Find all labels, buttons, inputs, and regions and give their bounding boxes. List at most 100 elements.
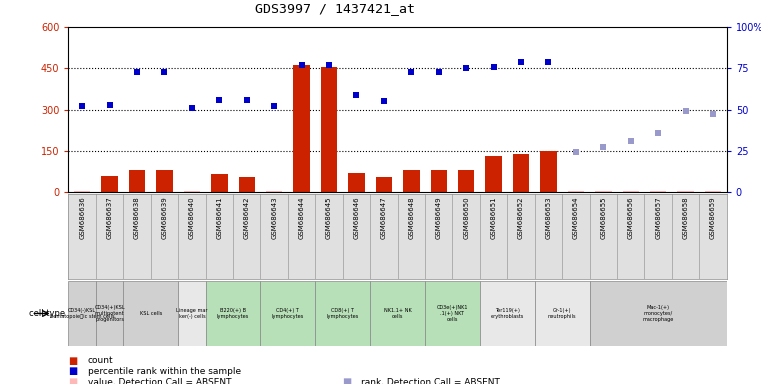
Bar [677, 190, 694, 192]
Text: GSM686653: GSM686653 [546, 197, 552, 239]
Bar [183, 190, 200, 192]
Text: GSM686655: GSM686655 [600, 197, 607, 239]
Text: GSM686657: GSM686657 [655, 197, 661, 239]
Bar [595, 190, 612, 192]
Bar [513, 154, 530, 192]
Text: GSM686650: GSM686650 [463, 197, 470, 239]
Bar [101, 175, 118, 192]
Point [295, 62, 307, 68]
Bar [238, 177, 255, 192]
Point [323, 62, 335, 68]
Text: GSM686640: GSM686640 [189, 197, 195, 239]
Point [652, 129, 664, 136]
Text: count: count [88, 356, 113, 365]
Text: ■: ■ [68, 356, 78, 366]
Bar [486, 156, 501, 192]
Bar [480, 281, 535, 346]
Text: CD34(-)KSL
hematopoie	ic stem cells: CD34(-)KSL hematopoie ic stem cells [50, 308, 114, 319]
Text: GSM686643: GSM686643 [271, 197, 277, 239]
Bar [431, 170, 447, 192]
Point [543, 59, 555, 65]
Text: CD8(+) T
lymphocytes: CD8(+) T lymphocytes [326, 308, 359, 319]
Point [268, 103, 280, 109]
Bar [129, 170, 145, 192]
Text: GSM686641: GSM686641 [216, 197, 222, 239]
Text: GSM686652: GSM686652 [518, 197, 524, 239]
Text: GSM686647: GSM686647 [381, 197, 387, 239]
Text: NK1.1+ NK
cells: NK1.1+ NK cells [384, 308, 412, 319]
Point [158, 68, 170, 74]
Point [680, 108, 692, 114]
Text: GSM686654: GSM686654 [573, 197, 579, 239]
Bar [403, 170, 419, 192]
Point [515, 59, 527, 65]
Text: Lineage mar
ker(-) cells: Lineage mar ker(-) cells [176, 308, 208, 319]
Bar [705, 190, 721, 192]
Point [76, 103, 88, 109]
Text: GSM686645: GSM686645 [326, 197, 332, 239]
Bar [178, 281, 205, 346]
Text: GSM686649: GSM686649 [436, 197, 442, 239]
Text: percentile rank within the sample: percentile rank within the sample [88, 367, 240, 376]
Text: GSM686656: GSM686656 [628, 197, 634, 239]
Bar [458, 170, 474, 192]
Text: value, Detection Call = ABSENT: value, Detection Call = ABSENT [88, 377, 231, 384]
Text: GSM686651: GSM686651 [491, 197, 497, 239]
Point [707, 111, 719, 118]
Bar [260, 281, 315, 346]
Text: Mac-1(+)
monocytes/
macrophage: Mac-1(+) monocytes/ macrophage [642, 305, 674, 322]
Text: GSM686658: GSM686658 [683, 197, 689, 239]
Text: GSM686636: GSM686636 [79, 197, 85, 239]
Bar [315, 281, 370, 346]
Text: cell type: cell type [29, 309, 65, 318]
Bar [370, 281, 425, 346]
Point [625, 138, 637, 144]
Bar [376, 177, 392, 192]
Bar [535, 281, 590, 346]
Bar [622, 190, 639, 192]
Text: GSM686638: GSM686638 [134, 197, 140, 239]
Text: B220(+) B
lymphocytes: B220(+) B lymphocytes [217, 308, 249, 319]
Text: CD4(+) T
lymphocytes: CD4(+) T lymphocytes [272, 308, 304, 319]
Bar [590, 281, 727, 346]
Point [406, 68, 418, 74]
Point [433, 68, 445, 74]
Bar [349, 173, 365, 192]
Bar [96, 281, 123, 346]
Bar [205, 281, 260, 346]
Text: rank, Detection Call = ABSENT: rank, Detection Call = ABSENT [361, 377, 500, 384]
Text: Gr-1(+)
neutrophils: Gr-1(+) neutrophils [548, 308, 576, 319]
Point [186, 105, 198, 111]
Bar [321, 67, 337, 192]
Point [488, 63, 500, 70]
Point [460, 65, 473, 71]
Text: GSM686637: GSM686637 [107, 197, 113, 239]
Text: ■: ■ [68, 366, 78, 376]
Point [240, 96, 253, 103]
Point [377, 98, 390, 104]
Bar [123, 281, 178, 346]
Bar [294, 66, 310, 192]
Point [103, 101, 116, 108]
Text: GDS3997 / 1437421_at: GDS3997 / 1437421_at [255, 2, 415, 15]
Bar [68, 281, 96, 346]
Point [570, 149, 582, 156]
Text: GSM686646: GSM686646 [353, 197, 359, 239]
Point [350, 91, 362, 98]
Text: GSM686659: GSM686659 [710, 197, 716, 239]
Bar [74, 190, 91, 192]
Point [131, 68, 143, 74]
Bar [156, 170, 173, 192]
Bar [266, 190, 282, 192]
Text: ■: ■ [68, 377, 78, 384]
Text: Ter119(+)
erythroblasts: Ter119(+) erythroblasts [491, 308, 524, 319]
Bar [650, 190, 667, 192]
Bar [540, 151, 557, 192]
Bar [425, 281, 480, 346]
Bar [211, 174, 228, 192]
Point [213, 96, 225, 103]
Text: GSM686644: GSM686644 [298, 197, 304, 239]
Text: CD3e(+)NK1
.1(+) NKT
cells: CD3e(+)NK1 .1(+) NKT cells [437, 305, 468, 322]
Point [597, 144, 610, 151]
Bar [568, 190, 584, 192]
